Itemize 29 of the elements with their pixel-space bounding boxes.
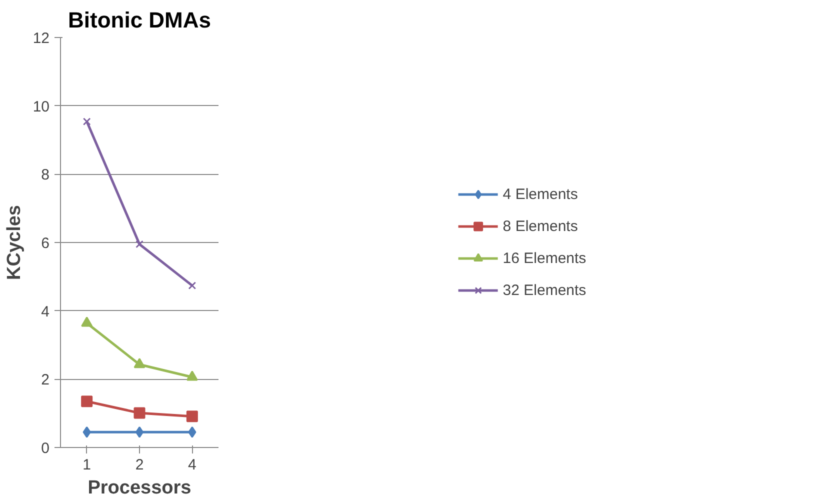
y-tick-label: 10 xyxy=(32,98,50,116)
point xyxy=(188,282,196,290)
legend-label: 32 Elements xyxy=(502,282,586,298)
point xyxy=(136,240,144,248)
point xyxy=(188,426,196,438)
point xyxy=(82,118,91,126)
point xyxy=(82,426,91,438)
legend-label: 16 Elements xyxy=(502,250,586,266)
point xyxy=(186,410,198,422)
point xyxy=(81,316,93,327)
point xyxy=(186,370,198,381)
x-tick-label: 4 xyxy=(188,456,196,474)
y-tick-label: 2 xyxy=(41,372,50,389)
legend-label: 4 Elements xyxy=(502,186,578,202)
chart-title: Bitonic DMAs xyxy=(68,8,211,32)
point xyxy=(81,396,93,408)
y-axis-title: KCycles xyxy=(4,204,25,280)
point xyxy=(134,407,146,419)
x-tick-label: 1 xyxy=(82,456,92,474)
point xyxy=(135,426,144,438)
point xyxy=(134,358,146,368)
legend-label: 8 Elements xyxy=(502,218,578,234)
x-axis-title: Processors xyxy=(88,478,192,498)
y-tick-label: 8 xyxy=(41,166,50,184)
y-tick-label: 0 xyxy=(41,440,50,457)
y-tick-label: 12 xyxy=(32,30,50,47)
y-tick-label: 6 xyxy=(41,235,50,252)
x-tick-label: 2 xyxy=(135,456,144,474)
y-tick-label: 4 xyxy=(41,303,50,320)
